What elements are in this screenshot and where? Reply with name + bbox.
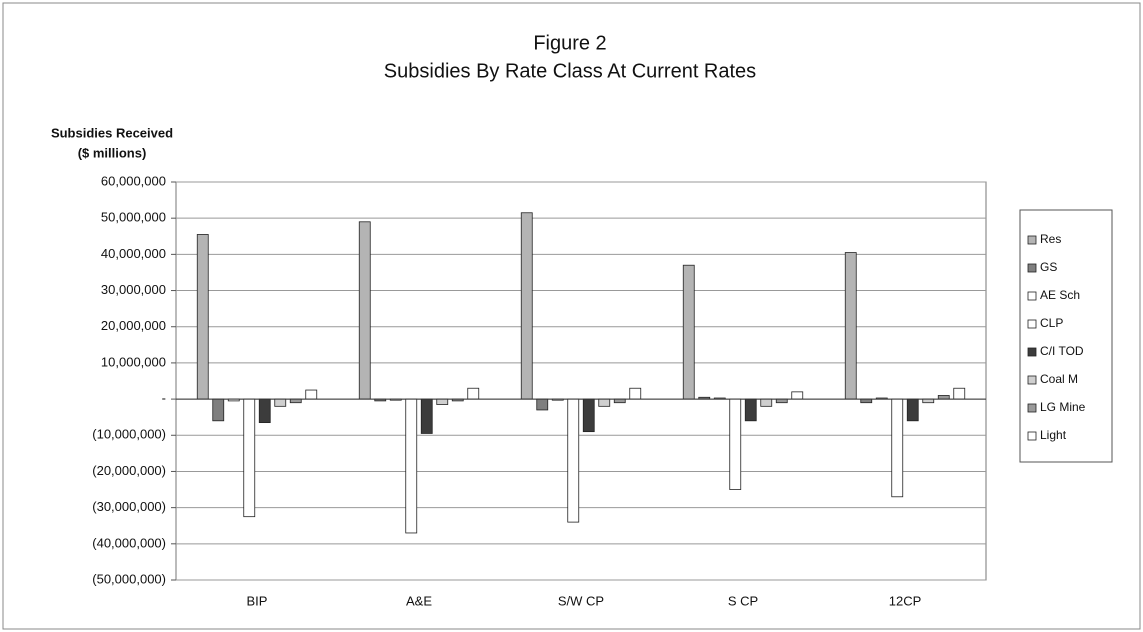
bar	[520, 212, 533, 400]
bar	[405, 398, 418, 534]
bar	[196, 234, 209, 400]
bar	[274, 398, 287, 407]
bar	[953, 387, 966, 400]
y-tick-label: (20,000,000)	[92, 463, 166, 478]
bar	[791, 391, 804, 400]
legend-swatch	[1027, 319, 1037, 329]
legend-swatch	[1027, 403, 1037, 413]
bar	[243, 398, 256, 518]
y-tick-label: 40,000,000	[101, 246, 166, 261]
bar	[258, 398, 271, 424]
legend-label: LG Mine	[1040, 400, 1086, 414]
y-tick-label: 60,000,000	[101, 173, 166, 188]
bar	[744, 398, 757, 422]
y-tick-label: 20,000,000	[101, 318, 166, 333]
y-tick-label: -	[162, 391, 166, 406]
x-tick-label: BIP	[247, 593, 268, 608]
legend-label: Coal M	[1040, 372, 1078, 386]
plot-area	[175, 181, 987, 581]
y-tick-label: (10,000,000)	[92, 427, 166, 442]
bar	[760, 398, 773, 407]
legend-label: Light	[1040, 428, 1067, 442]
legend-label: CLP	[1040, 316, 1063, 330]
bar	[305, 389, 318, 400]
bar	[682, 264, 695, 400]
bar	[436, 398, 449, 405]
chart-subtitle: Subsidies By Rate Class At Current Rates	[384, 60, 756, 82]
y-tick-label: 30,000,000	[101, 282, 166, 297]
bar	[567, 398, 580, 523]
x-tick-label: S CP	[728, 593, 758, 608]
x-tick-label: 12CP	[889, 593, 922, 608]
y-tick-label: 50,000,000	[101, 210, 166, 225]
bar	[289, 398, 302, 404]
bar	[860, 398, 873, 404]
bar	[775, 398, 788, 404]
bar	[358, 221, 371, 400]
bar	[891, 398, 904, 498]
x-tick-label: A&E	[406, 593, 432, 608]
bar	[536, 398, 549, 411]
bar	[212, 398, 225, 422]
bar	[582, 398, 595, 433]
y-tick-label: (50,000,000)	[92, 571, 166, 586]
legend-box	[1019, 209, 1113, 463]
legend-swatch	[1027, 263, 1037, 273]
legend-swatch	[1027, 347, 1037, 357]
y-axis-label: ($ millions)	[78, 145, 147, 160]
bar	[420, 398, 433, 434]
bar	[598, 398, 611, 407]
legend-swatch	[1027, 235, 1037, 245]
y-tick-label: 10,000,000	[101, 354, 166, 369]
x-tick-label: S/W CP	[558, 593, 604, 608]
legend-label: AE Sch	[1040, 288, 1080, 302]
legend-label: GS	[1040, 260, 1057, 274]
bar	[729, 398, 742, 490]
bar	[467, 387, 480, 400]
bar	[844, 252, 857, 400]
bar	[906, 398, 919, 422]
bar	[937, 395, 950, 400]
legend-swatch	[1027, 375, 1037, 385]
chart-title: Figure 2	[533, 32, 606, 54]
bar	[629, 387, 642, 400]
legend-swatch	[1027, 431, 1037, 441]
legend-label: C/I TOD	[1040, 344, 1084, 358]
bar	[922, 398, 935, 404]
y-tick-label: (40,000,000)	[92, 535, 166, 550]
bar	[613, 398, 626, 404]
y-tick-label: (30,000,000)	[92, 499, 166, 514]
legend-swatch	[1027, 291, 1037, 301]
y-axis-label: Subsidies Received	[51, 125, 173, 140]
legend-label: Res	[1040, 232, 1061, 246]
